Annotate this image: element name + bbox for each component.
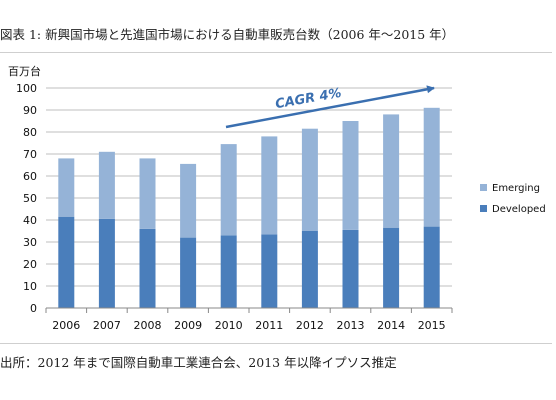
cagr-annotation: CAGR 4%: [225, 85, 435, 129]
y-tick-label: 80: [23, 126, 37, 139]
bar-emerging-2007: [98, 151, 115, 219]
x-tick-label: 2006: [52, 319, 80, 332]
x-tick-label: 2014: [377, 319, 405, 332]
x-axis-ticks: 2006 2007 2008 2009 2010 2011 2012 2013 2014 2015: [45, 308, 453, 332]
legend-swatch-developed: [480, 205, 487, 212]
bar-emerging-2015: [423, 107, 440, 227]
bar-developed-2013: [342, 229, 359, 308]
legend-label-emerging: Emerging: [492, 183, 540, 194]
y-tick-label: 90: [23, 104, 37, 117]
y-tick-label: 100: [16, 82, 37, 95]
bar-developed-2010: [220, 235, 237, 308]
bar-emerging-2009: [180, 163, 197, 238]
x-tick-label: 2008: [134, 319, 162, 332]
x-tick-label: 2009: [174, 319, 202, 332]
y-tick-label: 50: [23, 192, 37, 205]
x-tick-label: 2013: [337, 319, 365, 332]
legend-label-developed: Developed: [492, 204, 546, 215]
bar-emerging-2006: [58, 158, 75, 217]
y-tick-label: 30: [23, 236, 37, 249]
x-tick-label: 2010: [215, 319, 243, 332]
x-tick-label: 2007: [93, 319, 121, 332]
bar-emerging-2014: [383, 114, 400, 228]
chart-frame: [0, 52, 552, 344]
x-tick-label: 2012: [296, 319, 324, 332]
bars: [58, 107, 440, 308]
bar-developed-2015: [423, 226, 440, 308]
bar-emerging-2011: [261, 136, 278, 235]
bar-emerging-2012: [301, 128, 318, 231]
y-tick-label: 60: [23, 170, 37, 183]
x-tick-label: 2011: [255, 319, 283, 332]
bar-emerging-2013: [342, 121, 359, 230]
y-axis-ticks: 0 10 20 30 40 50 60 70 80 90 100: [16, 82, 37, 315]
figure-title: 図表 1: 新興国市場と先進国市場における自動車販売台数（2006 年～2015…: [0, 27, 455, 42]
bar-emerging-2008: [139, 158, 156, 229]
source-note: 出所：2012 年まで国際自動車工業連合会、2013 年以降イプソス推定: [0, 355, 397, 370]
bar-developed-2011: [261, 234, 278, 308]
bar-developed-2007: [98, 218, 115, 308]
cagr-arrow: [225, 85, 435, 129]
bar-developed-2006: [58, 216, 75, 308]
y-tick-label: 40: [23, 214, 37, 227]
y-tick-label: 10: [23, 280, 37, 293]
bar-developed-2014: [383, 227, 400, 308]
y-tick-label: 20: [23, 258, 37, 271]
legend: Emerging Developed: [480, 183, 546, 215]
bar-developed-2008: [139, 228, 156, 308]
bar-developed-2012: [301, 231, 318, 308]
legend-swatch-emerging: [480, 184, 487, 191]
x-tick-label: 2015: [418, 319, 446, 332]
bar-developed-2009: [180, 237, 197, 308]
y-tick-label: 70: [23, 148, 37, 161]
y-tick-label: 0: [30, 302, 37, 315]
bar-emerging-2010: [220, 144, 237, 236]
y-axis-unit-label: 百万台: [8, 64, 41, 78]
